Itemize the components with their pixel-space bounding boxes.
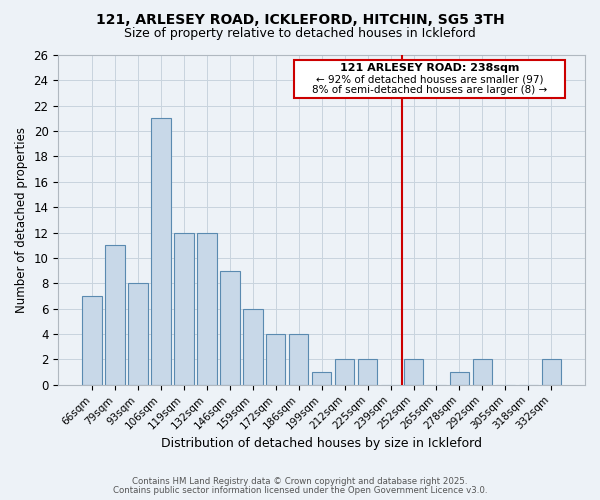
X-axis label: Distribution of detached houses by size in Ickleford: Distribution of detached houses by size …	[161, 437, 482, 450]
Bar	[82, 296, 102, 385]
Bar	[358, 360, 377, 385]
Bar	[151, 118, 170, 385]
Text: 121 ARLESEY ROAD: 238sqm: 121 ARLESEY ROAD: 238sqm	[340, 63, 519, 73]
Text: Contains HM Land Registry data © Crown copyright and database right 2025.: Contains HM Land Registry data © Crown c…	[132, 477, 468, 486]
Y-axis label: Number of detached properties: Number of detached properties	[15, 127, 28, 313]
Text: Size of property relative to detached houses in Ickleford: Size of property relative to detached ho…	[124, 28, 476, 40]
Text: ← 92% of detached houses are smaller (97): ← 92% of detached houses are smaller (97…	[316, 74, 544, 84]
Bar	[449, 372, 469, 385]
Bar	[220, 270, 239, 385]
Bar	[197, 232, 217, 385]
Text: 8% of semi-detached houses are larger (8) →: 8% of semi-detached houses are larger (8…	[312, 85, 547, 95]
Bar	[128, 284, 148, 385]
Bar	[335, 360, 355, 385]
Text: 121, ARLESEY ROAD, ICKLEFORD, HITCHIN, SG5 3TH: 121, ARLESEY ROAD, ICKLEFORD, HITCHIN, S…	[95, 12, 505, 26]
Bar	[312, 372, 331, 385]
Text: Contains public sector information licensed under the Open Government Licence v3: Contains public sector information licen…	[113, 486, 487, 495]
Bar	[473, 360, 492, 385]
Bar	[404, 360, 423, 385]
Bar	[105, 246, 125, 385]
FancyBboxPatch shape	[294, 60, 565, 98]
Bar	[243, 308, 263, 385]
Bar	[174, 232, 194, 385]
Bar	[266, 334, 286, 385]
Bar	[289, 334, 308, 385]
Bar	[542, 360, 561, 385]
